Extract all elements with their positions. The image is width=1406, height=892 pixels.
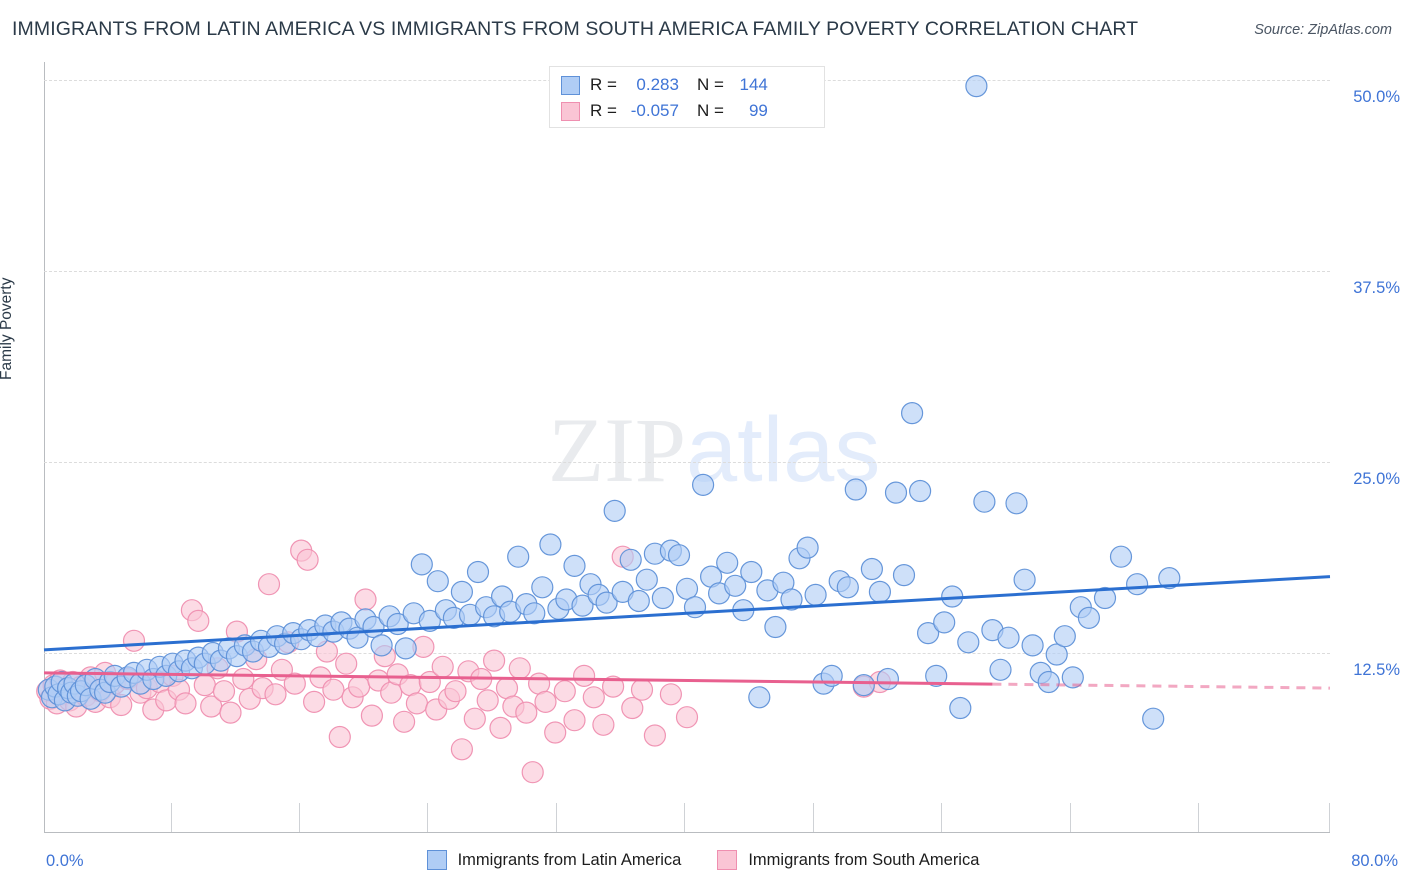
stats-row-south-america: R = -0.057 N = 99 [561, 98, 768, 124]
y-axis-title: Family Poverty [0, 277, 15, 381]
x-tick-5 [684, 803, 685, 832]
r-label-blue: R = [590, 75, 617, 94]
legend-item-latin-america[interactable]: Immigrants from Latin America [426, 850, 682, 870]
legend-item-south-america[interactable]: Immigrants from South America [717, 850, 979, 870]
gridline-125 [44, 653, 1330, 654]
series-swatch-pink-icon [561, 101, 580, 121]
correlation-stats-box: R = 0.283 N = 144 R = -0.057 N = 99 [549, 66, 825, 128]
x-tick-3 [427, 803, 428, 832]
n-value-pink: 99 [748, 101, 768, 120]
y-tick-label-375: 37.5% [1353, 279, 1400, 297]
r-value-blue: 0.283 [636, 75, 679, 94]
r-label-pink: R = [590, 101, 617, 120]
y-tick-label-125: 12.5% [1353, 661, 1400, 679]
n-label-pink: N = [696, 101, 724, 120]
series-swatch-blue-icon [561, 75, 580, 95]
gridline-375 [44, 271, 1330, 272]
x-tick-8 [1070, 803, 1071, 832]
legend-label-south-america: Immigrants from South America [748, 850, 980, 869]
x-tick-6 [813, 803, 814, 832]
x-tick-2 [299, 803, 300, 832]
x-tick-label-max: 80.0% [1351, 852, 1398, 870]
plot-area [44, 62, 1330, 832]
n-label-blue: N = [696, 75, 724, 94]
n-value-blue: 144 [739, 75, 768, 94]
legend-swatch-latin-america-icon [426, 850, 447, 870]
r-value-pink: -0.057 [630, 101, 679, 120]
legend-label-latin-america: Immigrants from Latin America [457, 850, 682, 869]
x-tick-1 [171, 803, 172, 832]
y-tick-label-25: 25.0% [1353, 470, 1400, 488]
x-tick-9 [1198, 803, 1199, 832]
source-label: Source: ZipAtlas.com [1254, 22, 1392, 38]
y-axis-line [44, 62, 45, 832]
stats-row-latin-america: R = 0.283 N = 144 [561, 72, 768, 98]
y-tick-label-50: 50.0% [1353, 88, 1400, 106]
x-tick-4 [556, 803, 557, 832]
x-tick-7 [941, 803, 942, 832]
page-title: IMMIGRANTS FROM LATIN AMERICA VS IMMIGRA… [12, 18, 1139, 40]
x-axis-line [44, 832, 1330, 833]
x-tick-label-min: 0.0% [46, 852, 84, 870]
gridline-25 [44, 462, 1330, 463]
legend-swatch-south-america-icon [717, 850, 738, 870]
x-tick-10 [1329, 803, 1330, 832]
series-legend: Immigrants from Latin America Immigrants… [0, 850, 1406, 870]
